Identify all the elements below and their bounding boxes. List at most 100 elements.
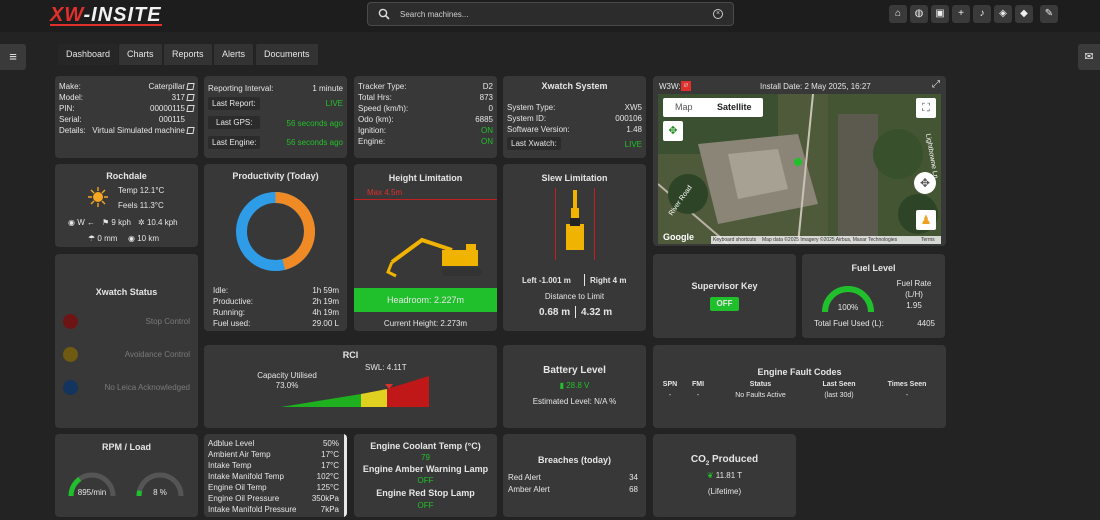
tab-alerts[interactable]: Alerts — [214, 44, 254, 65]
system-id-value: 000106 — [615, 114, 642, 123]
app-logo[interactable]: XW-INSITE — [50, 4, 162, 26]
fuel-rate-value: 1.95 — [906, 301, 922, 310]
speed-label: Speed (km/h): — [358, 104, 409, 113]
amber-alert-count: 68 — [629, 485, 638, 494]
make-label: Make: — [59, 82, 81, 91]
camera-icon[interactable]: ▣ — [931, 5, 949, 23]
tab-dashboard[interactable]: Dashboard — [58, 44, 119, 65]
pin-label: PIN: — [59, 104, 75, 113]
make-value[interactable]: Caterpillar — [149, 82, 195, 91]
fault-cell: - — [668, 392, 672, 399]
system-type-label: System Type: — [507, 103, 556, 112]
model-value[interactable]: 317 — [172, 93, 195, 102]
plus-box-icon[interactable]: + — [952, 5, 970, 23]
battery-card: Battery Level ▮ 28.8 V Estimated Level: … — [503, 345, 646, 428]
last-report-button[interactable]: Last Report: — [208, 97, 260, 110]
engine-param-label: Engine Oil Pressure — [208, 494, 280, 503]
layers-split-icon[interactable]: ◈ — [994, 5, 1012, 23]
battery-icon: ▮ — [559, 381, 567, 390]
map-card: W3W: /// Install Date: 2 May 2025, 16:27… — [653, 76, 946, 246]
last-gps-button[interactable]: Last GPS: — [208, 116, 261, 129]
tab-documents[interactable]: Documents — [256, 44, 318, 65]
battery-voltage: ▮ 28.8 V — [559, 381, 590, 390]
locate-machine-icon[interactable]: ✥ — [663, 121, 683, 141]
tracker-type-label: Tracker Type: — [358, 82, 407, 91]
battery-title: Battery Level — [543, 365, 606, 376]
max-height-label: Max 4.5m — [367, 188, 403, 197]
fullscreen-icon[interactable]: ⛶ — [916, 98, 936, 118]
engine-param-label: Intake Manifold Pressure — [208, 505, 297, 514]
eye-icon: ◉ — [128, 234, 138, 243]
xwatch-status-title: Xwatch Status — [95, 287, 158, 297]
productive-label: Productive: — [213, 297, 254, 306]
idle-label: Idle: — [213, 286, 229, 295]
fuel-percent: 100% — [837, 303, 859, 312]
map-tab[interactable]: Map — [675, 102, 693, 112]
engine-fault-codes-card: Engine Fault Codes SPN FMI Status Last S… — [653, 345, 946, 428]
reporting-card: Reporting Interval: 1 minute Last Report… — [204, 76, 347, 158]
home-icon[interactable]: ⌂ — [889, 5, 907, 23]
keyboard-shortcuts-link[interactable]: Keyboard shortcuts — [713, 237, 757, 243]
sidebar-menu-button[interactable]: ≡ — [0, 44, 26, 70]
productive-value: 2h 19m — [312, 297, 339, 306]
street-view-pegman-icon[interactable]: ♟ — [916, 210, 936, 230]
avoidance-control-indicator — [63, 347, 78, 362]
edit-icon[interactable] — [186, 83, 195, 90]
machine-details-card: Make: Caterpillar Model: 317 PIN: 000001… — [55, 76, 198, 158]
last-engine-button[interactable]: Last Engine: — [208, 136, 261, 149]
rpm-load-title: RPM / Load — [102, 442, 151, 452]
fault-header-status: Status — [749, 381, 772, 388]
globe-icon[interactable]: ◍ — [910, 5, 928, 23]
interval-value: 1 minute — [312, 84, 343, 93]
tracker-type-value: D2 — [482, 82, 493, 91]
last-report-value: LIVE — [325, 99, 343, 108]
fault-cell: - — [905, 392, 909, 399]
tab-reports[interactable]: Reports — [164, 44, 212, 65]
satellite-tab[interactable]: Satellite — [717, 102, 752, 112]
engine-param-value: 102°C — [316, 472, 339, 481]
top-bar: XW-INSITE × ⌂ ◍ ▣ + ♪ ◈ ◆ ✎ — [0, 0, 1100, 32]
capacity-value: 73.0% — [275, 381, 299, 390]
bell-icon[interactable]: ♪ — [973, 5, 991, 23]
last-gps-value: 56 seconds ago — [286, 119, 344, 128]
slew-title: Slew Limitation — [541, 173, 608, 183]
google-logo: Google — [663, 232, 694, 242]
tab-charts[interactable]: Charts — [119, 44, 162, 65]
amber-lamp-title: Engine Amber Warning Lamp — [362, 464, 489, 474]
ignition-label: Ignition: — [358, 126, 387, 135]
odo-value: 6885 — [475, 115, 493, 124]
clear-search-icon[interactable]: × — [713, 9, 723, 19]
running-label: Running: — [213, 308, 246, 317]
expand-icon[interactable]: ⤢ — [932, 79, 940, 90]
edit-icon[interactable] — [186, 127, 195, 134]
fault-header-spn: SPN — [662, 381, 678, 388]
layers-icon[interactable]: ◆ — [1015, 5, 1033, 23]
w3w-badge[interactable]: /// — [681, 81, 691, 91]
odo-label: Odo (km): — [358, 115, 394, 124]
tracker-card: Tracker Type: D2 Total Hrs: 873 Speed (k… — [354, 76, 497, 158]
wind-icon: ⚑ — [102, 218, 112, 227]
terms-link[interactable]: Terms — [921, 237, 935, 243]
co2-card: CO2 Produced ❦ 11.81 T (Lifetime) — [653, 434, 796, 517]
edit-icon[interactable] — [186, 94, 195, 101]
rci-marker — [385, 384, 394, 389]
ignition-value: ON — [481, 126, 493, 135]
speed-value: 0 — [488, 104, 493, 113]
edit-icon[interactable] — [186, 105, 195, 112]
pin-value[interactable]: 00000115 — [150, 104, 195, 113]
fault-cell: No Faults Active — [735, 392, 786, 399]
map-pan-control-icon[interactable]: ✥ — [914, 172, 936, 194]
slew-distance-left: 0.68 m — [539, 307, 571, 318]
details-value[interactable]: Virtual Simulated machine — [92, 126, 195, 135]
last-xwatch-button[interactable]: Last Xwatch: — [507, 137, 561, 150]
co2-lifetime: (Lifetime) — [707, 487, 742, 496]
scrollbar[interactable] — [344, 434, 347, 517]
rci-card: RCI Capacity Utilised 73.0% SWL: 4.11T — [204, 345, 497, 428]
feedback-icon[interactable]: ✉ — [1078, 44, 1100, 70]
compass-icon: ◉ — [68, 218, 78, 227]
engine-param-value: 125°C — [316, 483, 339, 492]
map-data-text: Map data ©2025 Imagery ©2025 Airbus, Max… — [762, 237, 898, 243]
search-input[interactable] — [400, 6, 700, 22]
weather-card: Rochdale Temp 12.1°C Feels 11.3°C ◉ W ← … — [55, 164, 198, 247]
pencil-icon[interactable]: ✎ — [1040, 5, 1058, 23]
